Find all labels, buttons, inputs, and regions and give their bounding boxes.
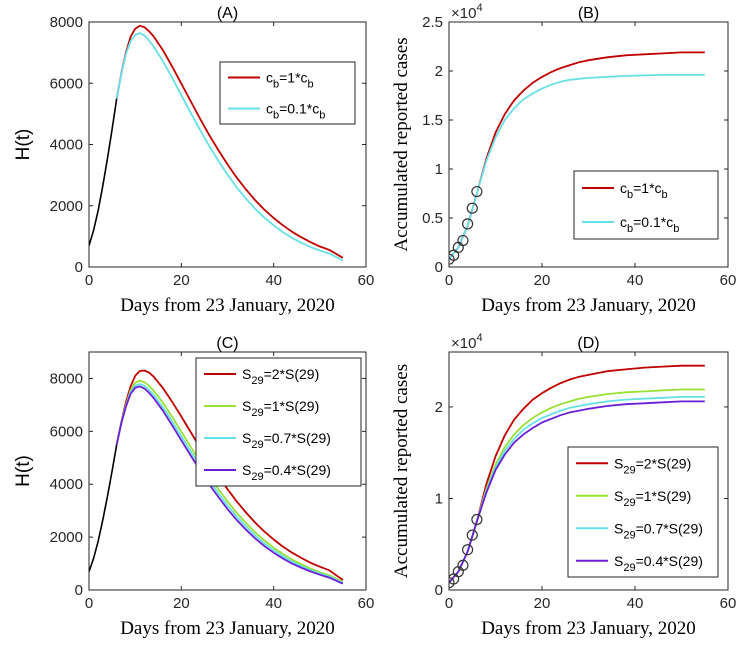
x-tick-label: 0 (85, 595, 93, 612)
legend-entry: S29=2*S(29) (242, 366, 319, 387)
legend-entry: cb=1*cb (266, 70, 314, 91)
data-point (471, 513, 483, 526)
series-line (449, 400, 705, 584)
y-exponent-label: ×104 (451, 332, 483, 352)
legend-box (219, 61, 356, 125)
x-tick-label: 60 (358, 595, 375, 612)
chart-title: (D) (577, 335, 599, 352)
y-tick-label: 0 (75, 582, 83, 599)
data-point (449, 577, 455, 589)
legend-entry: cb=0.1*cb (620, 214, 679, 235)
history-line (89, 98, 118, 246)
y-tick-label: 2 (435, 63, 443, 80)
x-tick-label: 20 (173, 595, 190, 612)
x-tick-label: 20 (173, 272, 190, 289)
x-tick-label: 0 (445, 272, 453, 289)
chart-title: (A) (217, 5, 238, 22)
y-tick-label: 4000 (50, 476, 83, 493)
legend: S29=2*S(29) S29=1*S(29) S29=0.7*S(29) S29=0… (195, 357, 362, 487)
series-line (115, 24, 344, 259)
plot-area (449, 51, 705, 265)
x-axis-label: Days from 23 January, 2020 (120, 295, 335, 316)
data-point (462, 544, 474, 556)
legend: cb=1*cb cb=0.1*cb (573, 170, 719, 240)
history-line (89, 444, 118, 572)
data-point (457, 559, 469, 571)
y-tick-label: 0 (435, 582, 443, 599)
y-axis-label: Accumulated reported cases (391, 37, 412, 251)
legend-entry: S29=0.4*S(29) (242, 462, 331, 483)
plot-area (89, 24, 344, 262)
data-point (462, 218, 474, 230)
x-axis-label: Days from 23 January, 2020 (481, 618, 696, 639)
y-axis-label: H(t) (13, 455, 34, 487)
data-point (457, 234, 469, 247)
x-tick-label: 40 (265, 595, 282, 612)
y-tick-label: 6000 (50, 75, 83, 92)
data-point (466, 202, 478, 214)
legend-entry: cb=0.1*cb (266, 101, 325, 122)
x-tick-label: 20 (534, 272, 551, 289)
legend-entry: cb=1*cb (620, 180, 668, 201)
y-tick-label: 1.5 (422, 112, 443, 129)
y-tick-label: 1 (435, 490, 443, 507)
y-tick-label: 8000 (50, 370, 83, 387)
y-tick-label: 2.5 (422, 14, 443, 31)
x-tick-label: 40 (627, 272, 644, 289)
panel-d: 0 20 40 60 0 1 2 (D) ×104 Days from 23 January, 2… (391, 332, 736, 639)
y-tick-label: 8000 (50, 14, 83, 31)
y-tick-label: 0 (75, 259, 83, 276)
legend-box (573, 170, 719, 240)
y-axis-label: H(t) (13, 129, 34, 161)
x-tick-label: 40 (627, 595, 644, 612)
y-tick-label: 2 (435, 399, 443, 416)
x-tick-label: 20 (534, 595, 551, 612)
plot-area (449, 364, 705, 589)
x-tick-label: 0 (85, 272, 93, 289)
y-tick-label: 0 (435, 259, 443, 276)
y-tick-label: 2000 (50, 529, 83, 546)
data-point (466, 529, 478, 541)
legend-entry: S29=1*S(29) (242, 398, 319, 419)
y-tick-label: 0.5 (422, 210, 443, 227)
axes-box (88, 21, 367, 268)
x-tick-label: 60 (358, 272, 375, 289)
legend-entry: S29=0.7*S(29) (614, 520, 703, 541)
x-tick-label: 0 (445, 595, 453, 612)
legend-entry: S29=0.7*S(29) (242, 430, 331, 451)
legend-entry: S29=2*S(29) (614, 455, 691, 476)
panel-a: 0 20 40 60 0 2000 4000 6000 8000 (A) Days from 23 … (13, 5, 374, 316)
y-tick-label: 4000 (50, 137, 83, 154)
chart-title: (C) (216, 335, 238, 352)
legend: cb=1*cb cb=0.1*cb (219, 61, 356, 125)
legend-box (567, 446, 719, 578)
legend-box (195, 357, 362, 487)
legend-entry: S29=1*S(29) (614, 488, 691, 509)
y-axis-label: Accumulated reported cases (391, 364, 412, 578)
data-point (471, 185, 483, 198)
y-tick-label: 2000 (50, 198, 83, 215)
y-exponent-label: ×104 (451, 2, 483, 22)
x-tick-label: 60 (720, 272, 737, 289)
series-line (115, 32, 344, 262)
panel-b: 0 20 40 60 0 0.5 1 1.5 2 2.5 (B) ×104 Days from 23 J… (391, 2, 736, 316)
series-line (449, 74, 705, 260)
chart-title: (B) (578, 5, 599, 22)
y-tick-label: 1 (435, 161, 443, 178)
x-tick-label: 40 (265, 272, 282, 289)
x-axis-label: Days from 23 January, 2020 (481, 295, 696, 316)
x-axis-label: Days from 23 January, 2020 (120, 618, 335, 639)
legend: S29=2*S(29) S29=1*S(29) S29=0.7*S(29) S29=0… (567, 446, 719, 578)
legend-entry: S29=0.4*S(29) (614, 553, 703, 574)
y-tick-label: 6000 (50, 423, 83, 440)
panel-c: 0 20 40 60 0 2000 4000 6000 8000 (C) Days from 23 … (13, 335, 374, 639)
x-tick-label: 60 (720, 595, 737, 612)
data-point (449, 253, 455, 265)
